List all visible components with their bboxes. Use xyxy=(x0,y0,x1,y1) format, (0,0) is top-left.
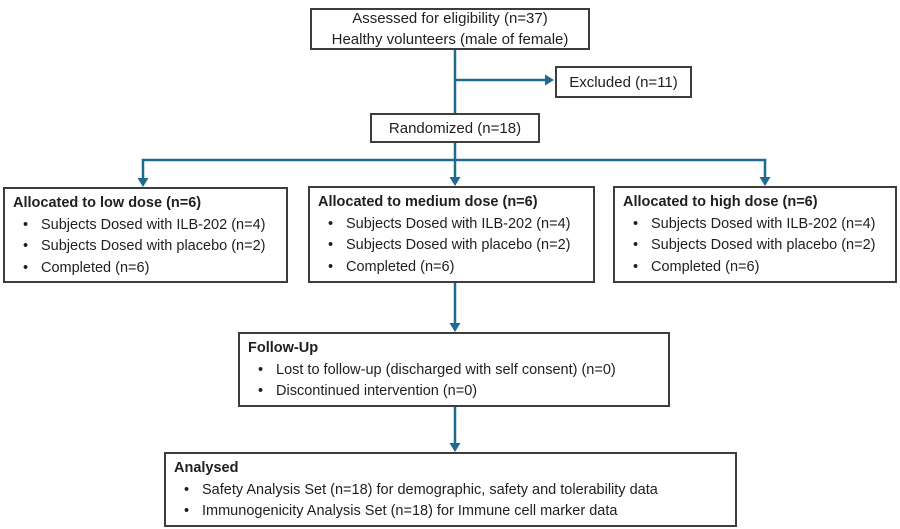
arm-high-dose-list: Subjects Dosed with ILB-202 (n=4) Subjec… xyxy=(623,214,887,279)
list-item: Subjects Dosed with placebo (n=2) xyxy=(623,235,887,257)
list-item: Subjects Dosed with ILB-202 (n=4) xyxy=(13,215,278,237)
eligibility-box: Assessed for eligibility (n=37) Healthy … xyxy=(310,8,590,50)
follow-up-title: Follow-Up xyxy=(248,340,319,356)
arrowhead-right-icon xyxy=(545,74,554,86)
arm-medium-dose-box: Allocated to medium dose (n=6) Subjects … xyxy=(308,186,595,283)
eligibility-line1: Assessed for eligibility (n=37) xyxy=(352,10,548,27)
arrowhead-down-icon xyxy=(449,177,461,186)
list-item: Immunogenicity Analysis Set (n=18) for I… xyxy=(174,501,727,523)
connector-randomized-to-arms xyxy=(137,143,771,187)
arrowhead-down-icon xyxy=(759,177,771,186)
analysed-list: Safety Analysis Set (n=18) for demograph… xyxy=(174,480,727,523)
arrowhead-down-icon xyxy=(449,323,461,332)
arm-medium-dose-list: Subjects Dosed with ILB-202 (n=4) Subjec… xyxy=(318,214,585,279)
arm-medium-dose-title: Allocated to medium dose (n=6) xyxy=(318,194,538,210)
connector-to-excluded xyxy=(455,74,554,86)
arm-high-dose-box: Allocated to high dose (n=6) Subjects Do… xyxy=(613,186,897,283)
list-item: Subjects Dosed with ILB-202 (n=4) xyxy=(623,214,887,236)
connector-followup-to-analysed xyxy=(449,407,461,452)
arrowhead-down-icon xyxy=(137,178,149,187)
list-item: Subjects Dosed with ILB-202 (n=4) xyxy=(318,214,585,236)
arm-low-dose-list: Subjects Dosed with ILB-202 (n=4) Subjec… xyxy=(13,215,278,280)
randomized-label: Randomized (n=18) xyxy=(388,119,522,137)
list-item: Completed (n=6) xyxy=(318,257,585,279)
list-item: Lost to follow-up (discharged with self … xyxy=(248,360,660,382)
connector-arm-to-followup xyxy=(449,283,461,332)
arm-low-dose-title: Allocated to low dose (n=6) xyxy=(13,195,202,211)
excluded-box: Excluded (n=11) xyxy=(555,66,692,98)
list-item: Subjects Dosed with placebo (n=2) xyxy=(318,235,585,257)
list-item: Discontinued intervention (n=0) xyxy=(248,381,660,403)
follow-up-list: Lost to follow-up (discharged with self … xyxy=(248,360,660,403)
arrowhead-down-icon xyxy=(449,443,461,452)
follow-up-box: Follow-Up Lost to follow-up (discharged … xyxy=(238,332,670,407)
analysed-title: Analysed xyxy=(174,460,239,476)
arm-low-dose-box: Allocated to low dose (n=6) Subjects Dos… xyxy=(3,187,288,283)
list-item: Subjects Dosed with placebo (n=2) xyxy=(13,236,278,258)
arm-high-dose-title: Allocated to high dose (n=6) xyxy=(623,194,818,210)
eligibility-line2: Healthy volunteers (male of female) xyxy=(331,31,569,48)
randomized-box: Randomized (n=18) xyxy=(370,113,540,143)
excluded-label: Excluded (n=11) xyxy=(569,73,678,91)
list-item: Completed (n=6) xyxy=(623,257,887,279)
analysed-box: Analysed Safety Analysis Set (n=18) for … xyxy=(164,452,737,527)
list-item: Safety Analysis Set (n=18) for demograph… xyxy=(174,480,727,502)
list-item: Completed (n=6) xyxy=(13,258,278,280)
